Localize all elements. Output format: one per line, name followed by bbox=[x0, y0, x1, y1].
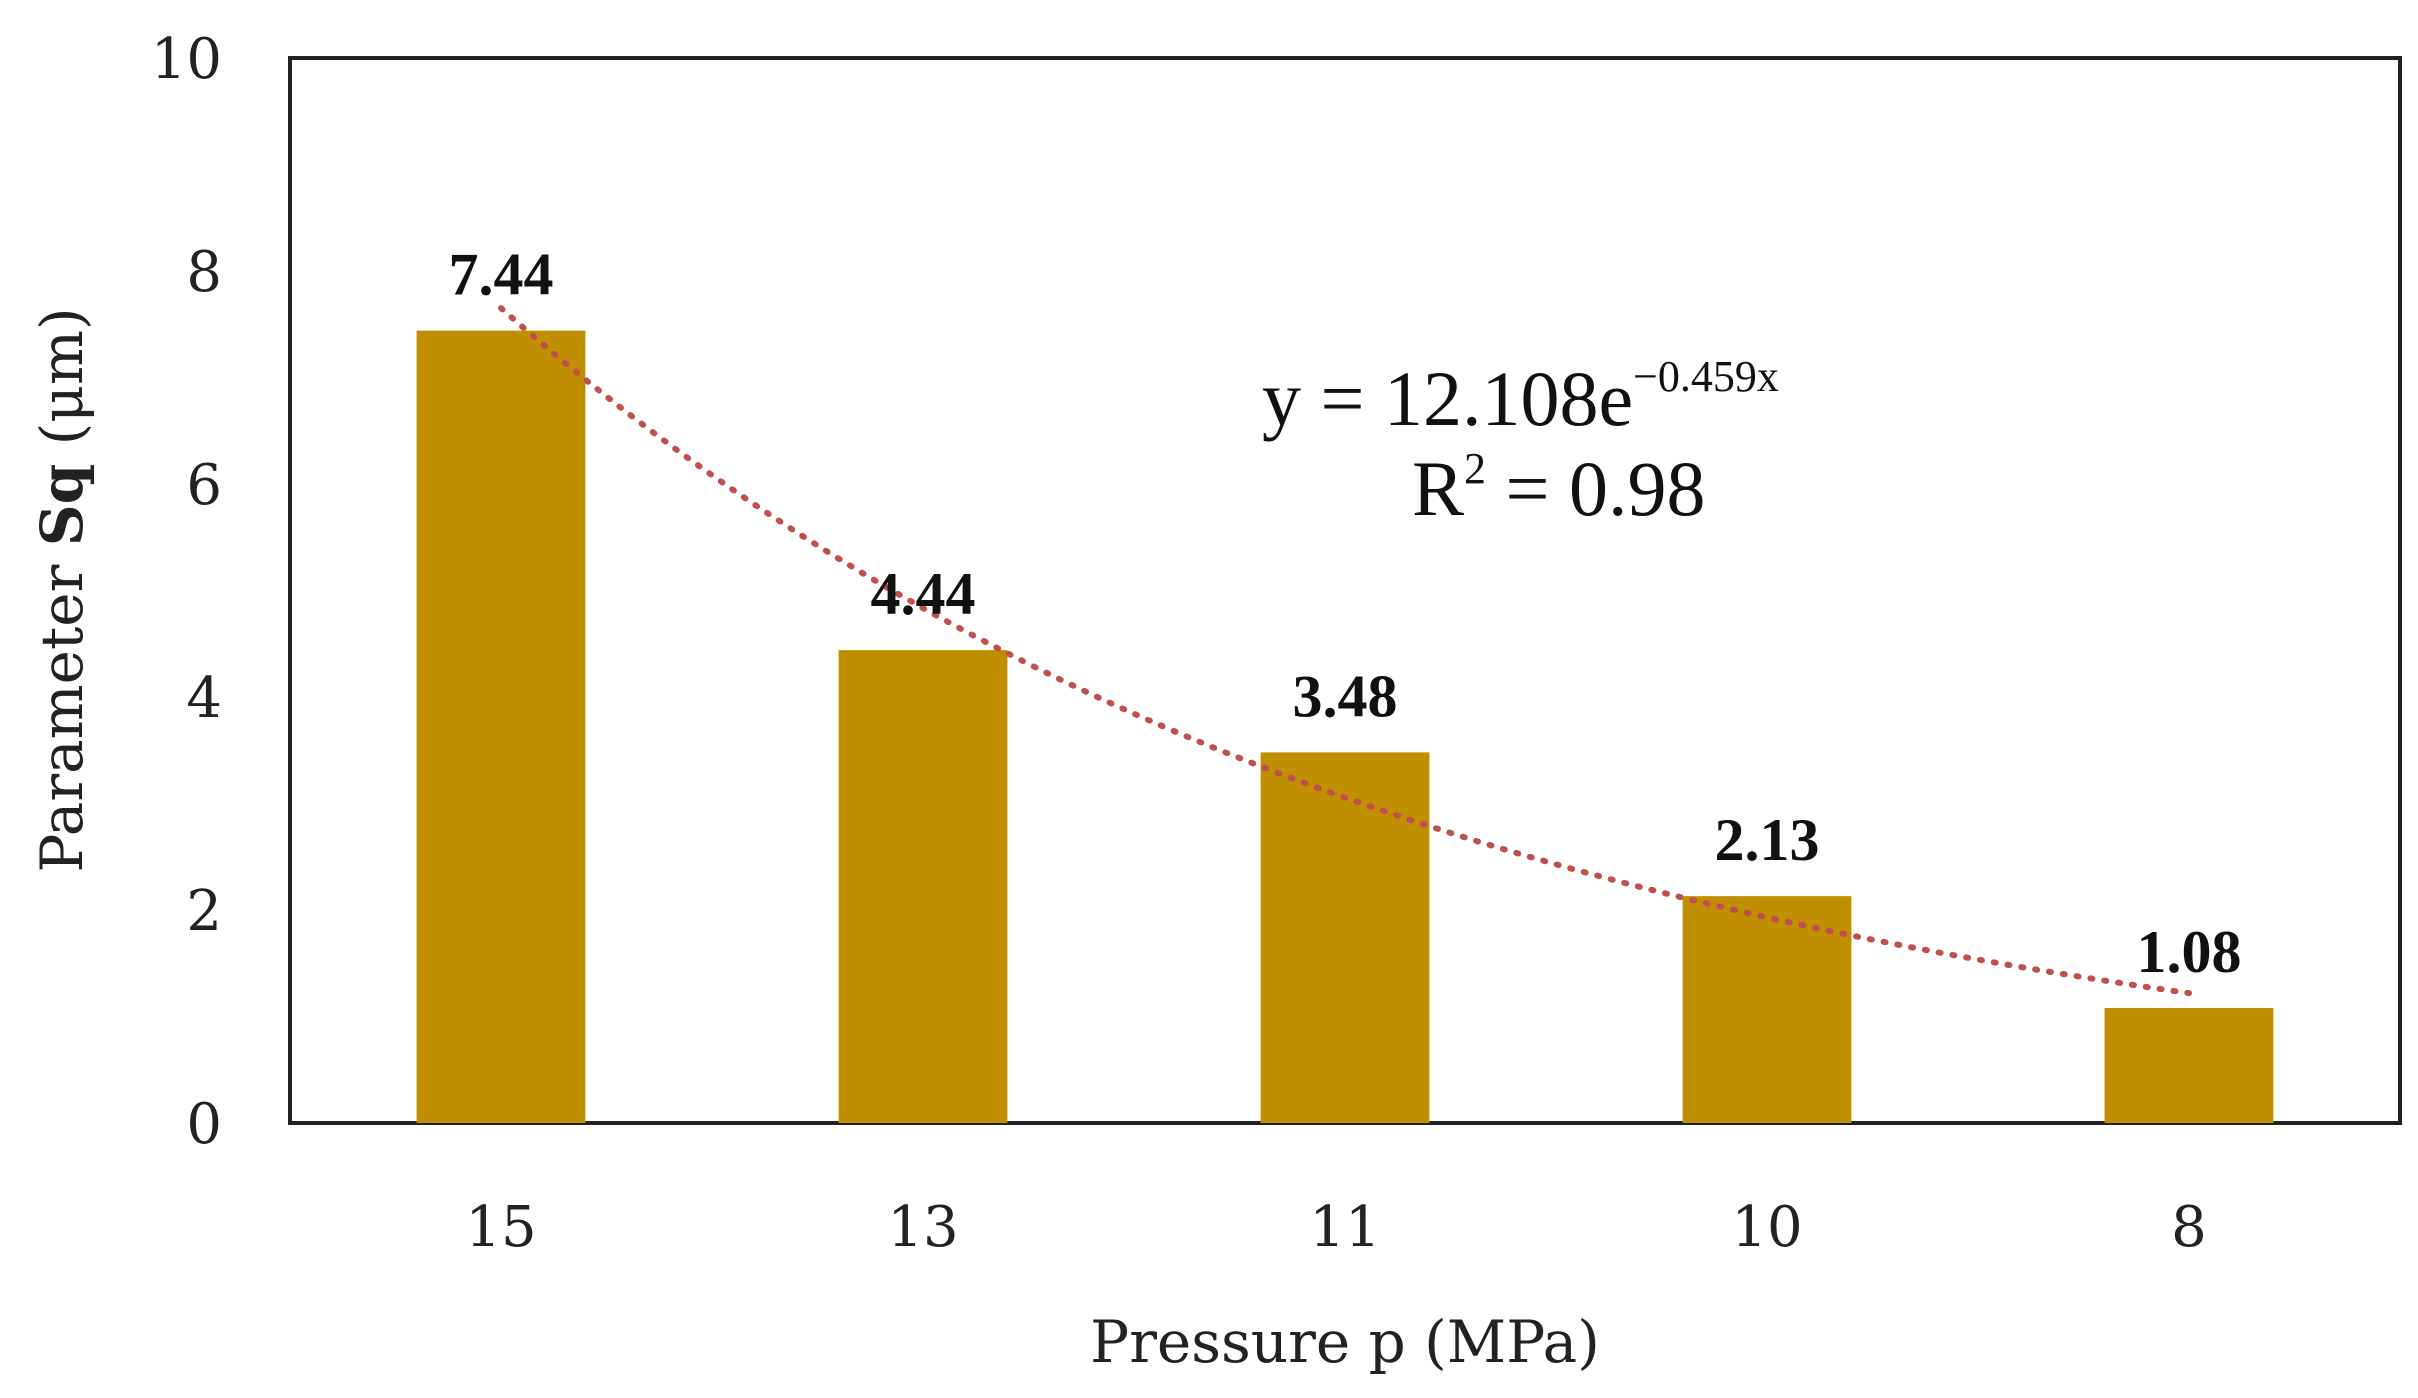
trendline-equation: y = 12.108e−0.459x bbox=[1262, 352, 1779, 442]
bar-8 bbox=[2104, 1007, 2274, 1123]
y-axis-title-bold: Sq bbox=[28, 464, 96, 546]
bar-10 bbox=[1682, 896, 1852, 1123]
y-axis-title-suffix: (μm) bbox=[28, 307, 96, 463]
y-axis-title-prefix: Parameter bbox=[28, 546, 96, 872]
trendline-r-squared: R2 = 0.98 bbox=[1412, 444, 1706, 532]
r2-value: = 0.98 bbox=[1486, 445, 1706, 532]
data-label-13: 4.44 bbox=[871, 561, 976, 627]
x-tick-label-11: 11 bbox=[1309, 1195, 1380, 1260]
y-tick-label-0: 0 bbox=[186, 1092, 222, 1157]
data-label-8: 1.08 bbox=[2137, 919, 2242, 985]
y-tick-label-6: 6 bbox=[186, 453, 222, 518]
data-labels: 7.44 4.44 3.48 2.13 1.08 bbox=[449, 242, 2242, 985]
y-tick-label-8: 8 bbox=[186, 240, 222, 305]
y-tick-label-4: 4 bbox=[186, 666, 222, 731]
x-tick-labels: 15 13 11 10 8 bbox=[465, 1195, 2206, 1260]
y-tick-label-2: 2 bbox=[186, 879, 222, 944]
x-axis-title: Pressure p (MPa) bbox=[1090, 1308, 1600, 1376]
data-label-10: 2.13 bbox=[1715, 807, 1820, 873]
x-tick-label-15: 15 bbox=[465, 1195, 536, 1260]
exponential-trendline bbox=[498, 305, 2192, 997]
equation-exponent: −0.459x bbox=[1633, 352, 1779, 401]
equation-base: y = 12.108e bbox=[1262, 355, 1633, 442]
bar-13 bbox=[838, 650, 1008, 1123]
data-label-11: 3.48 bbox=[1293, 663, 1398, 729]
y-tick-labels: 0 2 4 6 8 10 bbox=[151, 27, 222, 1157]
y-tick-label-10: 10 bbox=[151, 27, 222, 92]
trendline-layer bbox=[498, 305, 2192, 997]
data-label-15: 7.44 bbox=[449, 242, 554, 308]
bars-layer bbox=[416, 330, 2274, 1123]
y-axis-title: Parameter Sq (μm) bbox=[28, 307, 96, 872]
x-tick-label-10: 10 bbox=[1731, 1195, 1802, 1260]
x-tick-label-8: 8 bbox=[2171, 1195, 2207, 1260]
r2-base: R bbox=[1412, 445, 1464, 532]
r2-exponent: 2 bbox=[1464, 444, 1486, 493]
bar-15 bbox=[416, 330, 586, 1123]
bar-11 bbox=[1260, 752, 1430, 1123]
x-tick-label-13: 13 bbox=[887, 1195, 958, 1260]
